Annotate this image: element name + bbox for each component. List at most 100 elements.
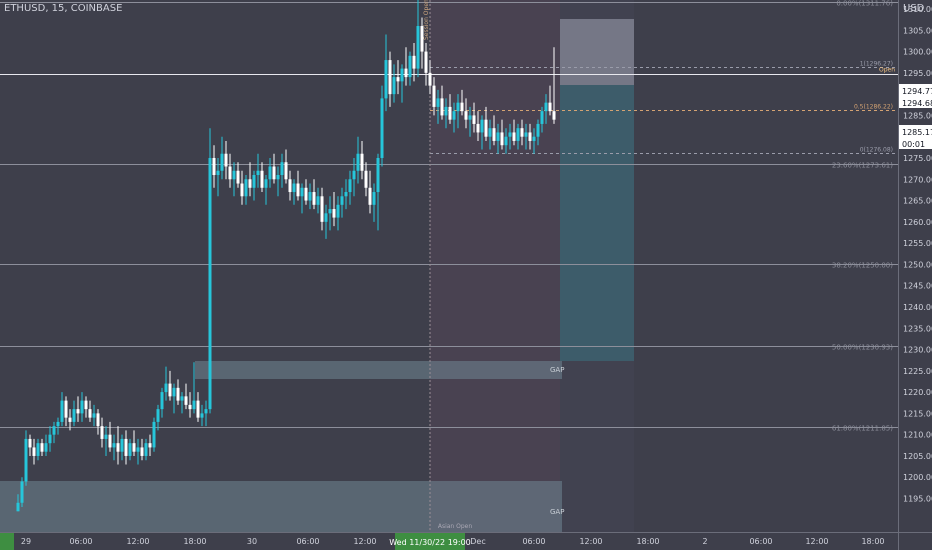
candle-body [448,106,452,120]
candle-body [420,26,424,52]
candle-body [204,409,208,414]
candle-body [212,157,216,176]
price-tick: 1210.00 [903,431,932,440]
price-tick: 1310.00 [903,5,932,14]
candle-body [488,128,492,137]
candle-body [504,136,508,146]
last-price-box-sub: 1294.68 [902,99,932,108]
candle-body [160,392,164,410]
candle-body [324,213,328,222]
candle-body [540,111,544,124]
candle-body [168,383,172,397]
candle-body [400,68,404,82]
symbol-title[interactable]: ETHUSD, 15, COINBASE [4,3,123,14]
candle-body [368,187,372,205]
candle-body [312,192,316,205]
candle-body [380,98,384,158]
candle-body [260,170,264,188]
candle-body [376,157,380,193]
candle-body [532,136,536,141]
candle-body [144,443,148,456]
candle-body [452,111,456,120]
candle-body [344,192,348,197]
time-tick: 2 [702,537,707,546]
candle-body [228,166,232,180]
candle-body [100,426,104,439]
candle-body [136,447,140,452]
candle-body [528,132,532,141]
candle-body [268,166,272,180]
time-tick: 12:00 [126,537,149,546]
price-tick: 1295.00 [903,69,932,78]
candle-body [524,132,528,137]
price-tick: 1255.00 [903,239,932,248]
candle-body [484,119,488,137]
candle-body [364,170,368,188]
crosshair-time-box [395,533,465,550]
projection-lower-box [560,85,634,361]
candle-body [404,68,408,78]
fib-level-label: 50.00%(1230.93) [832,344,893,352]
fib-level-label: 0.00%(1311.76) [836,0,893,8]
time-tick: 18:00 [636,537,659,546]
candle-body [456,102,460,112]
candle-body [436,98,440,107]
candle-body [416,26,420,69]
time-tick: 30 [247,537,257,546]
small-fib-label: 0(1276.08) [860,147,893,154]
candle-body [512,132,516,141]
candle-body [236,170,240,184]
candle-body [192,400,196,410]
time-tick: 06:00 [296,537,319,546]
candle-body [548,102,552,112]
candle-body [508,132,512,137]
candle-body [216,170,220,176]
time-tick: 12:00 [805,537,828,546]
time-tick: Dec [470,537,485,546]
candle-body [220,153,224,171]
candle-body [520,128,524,137]
time-tick: 06:00 [69,537,92,546]
candle-body [40,443,44,452]
time-tick: 06:00 [522,537,545,546]
price-tick: 1245.00 [903,282,932,291]
gap-label-upper: GAP [550,366,564,374]
candle-body [244,179,248,197]
price-tick: 1205.00 [903,452,932,461]
candle-body [476,123,480,133]
candle-body [272,166,276,180]
candle-body [396,77,400,82]
candle-body [372,192,376,205]
candle-body [516,128,520,141]
last-price-box [899,84,932,108]
price-tick: 1220.00 [903,388,932,397]
candle-body [88,409,92,418]
session-shade [430,0,560,532]
candle-body [348,179,352,193]
candle-body [28,438,32,448]
candles-group [16,0,556,512]
candle-body [388,60,392,95]
candle-body [256,170,260,176]
candle-body [68,417,72,422]
candle-body [356,153,360,171]
gap-label-lower: GAP [550,508,564,516]
candle-body [24,438,28,482]
candle-body [284,162,288,180]
candle-body [60,400,64,422]
fib-level-label: 23.60%(1273.61) [832,162,893,170]
time-tick: 12:00 [353,537,376,546]
candle-body [332,209,336,218]
small-fib-label: 0.5(1286.22) [854,104,893,111]
price-tick: 1300.00 [903,48,932,57]
price-tick: 1265.00 [903,197,932,206]
gap-zone-lower [0,481,562,533]
candle-body [460,102,464,112]
current-price-box-sub: 00:01 [902,140,925,149]
candle-body [240,183,244,197]
candle-body [328,209,332,214]
price-tick: 1200.00 [903,473,932,482]
price-tick: 1285.00 [903,111,932,120]
session-open-text: Session Open [423,0,430,40]
